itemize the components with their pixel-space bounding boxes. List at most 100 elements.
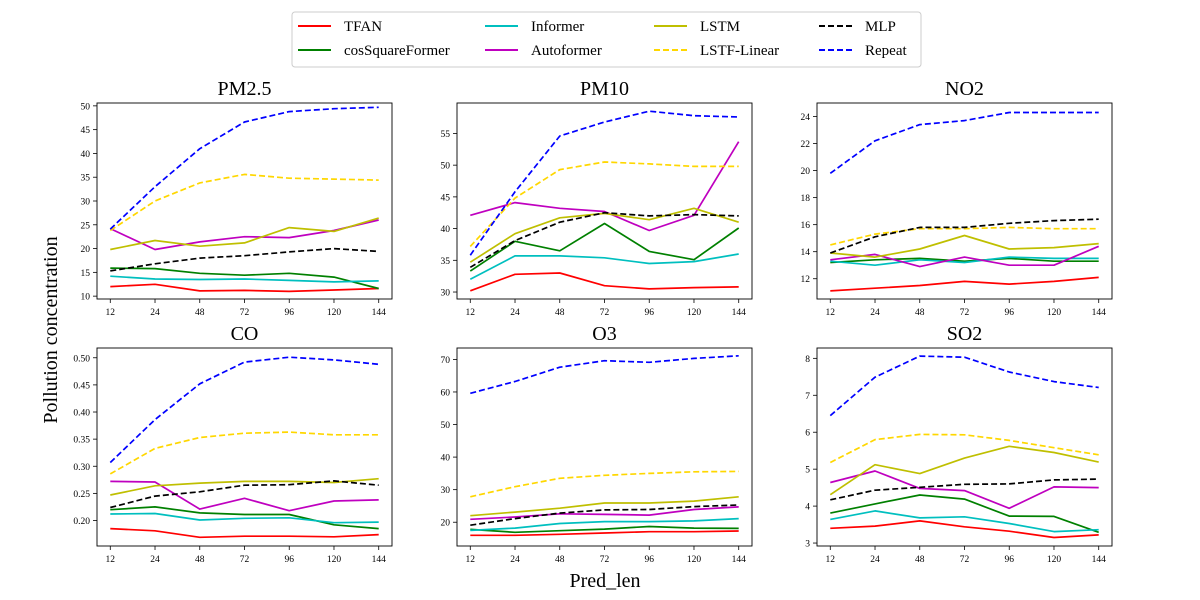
x-tick-label: 48 — [555, 308, 565, 318]
series-line — [470, 495, 739, 517]
y-tick-label: 8 — [805, 355, 810, 365]
chart-panel: PM10 30 35 40 45 50 55 12 24 48 72 96 120 144 — [441, 78, 753, 318]
x-tick-label: 12 — [466, 308, 476, 318]
legend-item: cosSquareFormer — [298, 43, 450, 59]
y-tick-label: 35 — [81, 174, 91, 184]
x-tick-label: 120 — [1047, 555, 1062, 565]
x-tick-label: 48 — [555, 555, 565, 565]
series-line — [470, 272, 739, 292]
legend: TFAN cosSquareFormer Informer Autoformer LST… — [291, 11, 922, 68]
y-tick-label: 24 — [801, 113, 811, 123]
series-line — [829, 111, 1099, 174]
x-tick-label: 24 — [870, 555, 880, 565]
y-tick-label: 12 — [801, 275, 811, 285]
y-tick-label: 50 — [441, 162, 451, 172]
y-tick-label: 40 — [81, 150, 91, 160]
legend-label: Informer — [531, 19, 584, 35]
series-line — [470, 470, 739, 498]
series-line — [110, 527, 379, 539]
x-tick-label: 144 — [372, 308, 387, 318]
series-line — [830, 520, 1099, 539]
y-tick-label: 50 — [81, 102, 91, 112]
x-tick-label: 120 — [327, 555, 342, 565]
series-line — [829, 355, 1099, 417]
y-tick-label: 70 — [441, 356, 451, 366]
panel-title: O3 — [592, 323, 616, 345]
x-tick-label: 48 — [195, 555, 205, 565]
y-tick-label: 15 — [81, 269, 91, 279]
legend-label: Repeat — [865, 43, 907, 59]
x-tick-label: 96 — [644, 555, 654, 565]
y-tick-label: 30 — [81, 198, 91, 208]
chart-panel: O3 20 30 40 50 60 70 12 24 48 72 96 120 144 — [441, 323, 753, 565]
x-tick-label: 72 — [960, 308, 970, 318]
x-tick-label: 12 — [466, 555, 476, 565]
legend-item: MLP — [819, 19, 896, 35]
chart-panel: SO2 3 4 5 6 7 8 12 24 48 72 96 120 144 — [805, 323, 1113, 565]
y-tick-label: 20 — [81, 245, 91, 255]
x-tick-label: 144 — [1092, 555, 1107, 565]
y-tick-label: 40 — [441, 454, 451, 464]
series-line — [470, 354, 739, 395]
legend-label: cosSquareFormer — [344, 43, 450, 59]
panel-title: NO2 — [945, 78, 984, 100]
y-tick-label: 4 — [805, 503, 810, 513]
y-tick-label: 0.20 — [73, 517, 90, 527]
plot-frame — [96, 102, 393, 300]
series-line — [109, 431, 379, 475]
legend-label: LSTF-Linear — [700, 43, 779, 59]
y-tick-label: 50 — [441, 421, 451, 431]
x-tick-label: 24 — [150, 308, 160, 318]
x-tick-label: 12 — [826, 308, 836, 318]
legend-label: MLP — [865, 19, 896, 35]
series-line — [110, 480, 379, 509]
series-line — [469, 161, 739, 247]
x-tick-label: 96 — [1004, 308, 1014, 318]
series-line — [830, 257, 1099, 264]
x-tick-label: 72 — [600, 308, 610, 318]
y-tick-label: 45 — [441, 193, 451, 203]
panel-title: SO2 — [947, 323, 983, 345]
series-line — [830, 510, 1099, 533]
y-tick-label: 30 — [441, 486, 451, 496]
x-tick-label: 120 — [687, 555, 702, 565]
x-tick-label: 120 — [327, 308, 342, 318]
x-tick-label: 144 — [732, 308, 747, 318]
series-line — [109, 173, 379, 232]
y-tick-label: 0.25 — [73, 490, 90, 500]
legend-item: Autoformer — [485, 43, 602, 59]
y-tick-label: 0.40 — [73, 409, 90, 419]
series-line — [110, 283, 379, 293]
series-line — [830, 226, 1099, 246]
x-tick-label: 96 — [284, 308, 294, 318]
x-tick-label: 24 — [150, 555, 160, 565]
legend-item: Informer — [485, 19, 584, 35]
panel-title: PM10 — [580, 78, 629, 100]
series-line — [469, 211, 739, 269]
y-axis-label: Pollution concentration — [40, 236, 62, 423]
x-tick-label: 96 — [1004, 555, 1014, 565]
series-line — [110, 506, 379, 530]
y-tick-label: 45 — [81, 126, 91, 136]
panel-title: CO — [231, 323, 259, 345]
chart-panel: PM2.5 10 15 20 25 30 35 40 45 50 12 24 48 72 96 120 144 — [81, 78, 393, 318]
x-tick-label: 120 — [687, 308, 702, 318]
x-tick-label: 24 — [510, 308, 520, 318]
x-tick-label: 144 — [732, 555, 747, 565]
panel-title: PM2.5 — [218, 78, 272, 100]
x-tick-label: 24 — [870, 308, 880, 318]
y-tick-label: 20 — [801, 167, 811, 177]
plot-frame — [456, 102, 753, 300]
series-line — [829, 433, 1099, 464]
y-tick-label: 0.45 — [73, 381, 90, 391]
chart-panel: CO 0.20 0.25 0.30 0.35 0.40 0.45 0.50 12 24 48 72 96… — [73, 323, 393, 565]
legend-label: LSTM — [700, 19, 740, 35]
y-tick-label: 40 — [441, 225, 451, 235]
series-line — [470, 141, 740, 232]
y-tick-label: 22 — [801, 140, 811, 150]
series-line — [110, 480, 379, 512]
series-line — [469, 207, 739, 263]
y-tick-label: 14 — [801, 248, 811, 258]
x-tick-label: 144 — [372, 555, 387, 565]
